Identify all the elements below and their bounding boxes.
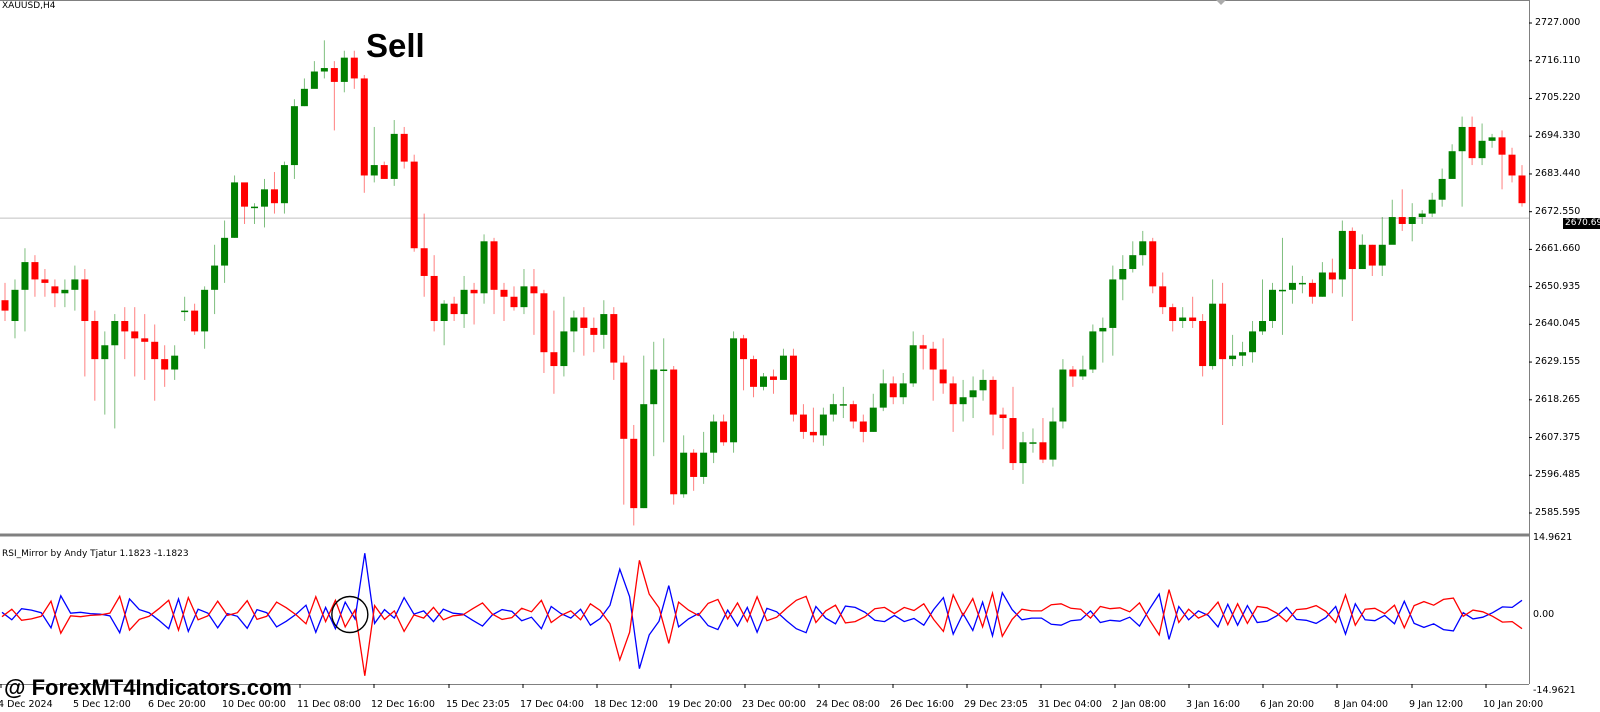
time-tick-label: 24 Dec 08:00 [816, 699, 880, 710]
time-tick-label: 17 Dec 04:00 [520, 699, 584, 710]
time-tick-label: 29 Dec 23:05 [964, 699, 1028, 710]
time-tick-label: 19 Dec 20:00 [668, 699, 732, 710]
time-tick-label: 8 Jan 04:00 [1334, 699, 1389, 710]
time-tick-label: 31 Dec 04:00 [1038, 699, 1102, 710]
time-tick-label: 2 Jan 08:00 [1112, 699, 1167, 710]
time-tick-label: 18 Dec 12:00 [594, 699, 658, 710]
current-price-tag: 2670.694 [1563, 218, 1600, 229]
time-tick-label: 3 Jan 16:00 [1186, 699, 1241, 710]
price-tick-label: 2705.220 [1535, 92, 1581, 104]
price-tick-label: 2694.330 [1535, 130, 1581, 142]
price-tick-label: 2629.155 [1535, 356, 1581, 368]
symbol-label: XAUUSD,H4 [2, 1, 56, 11]
time-tick-label: 12 Dec 16:00 [371, 699, 435, 710]
time-tick-label: 23 Dec 00:00 [742, 699, 806, 710]
price-tick-label: 2618.265 [1535, 393, 1581, 405]
time-tick-label: 5 Dec 12:00 [73, 699, 131, 710]
time-tick-label: 6 Jan 20:00 [1260, 699, 1315, 710]
time-tick-label: 26 Dec 16:00 [890, 699, 954, 710]
time-tick-label: 9 Jan 12:00 [1409, 699, 1464, 710]
indicator-tick-label: -14.9621 [1533, 685, 1576, 696]
sell-annotation: Sell [366, 27, 425, 64]
price-tick-label: 2607.375 [1535, 431, 1581, 443]
watermark: @ ForexMT4Indicators.com [4, 675, 292, 700]
price-tick-label: 2640.045 [1535, 318, 1581, 330]
time-tick-label: 10 Dec 00:00 [222, 699, 286, 710]
time-tick-label: 10 Jan 20:00 [1483, 699, 1544, 710]
rsi-mirror-series [1, 553, 1523, 676]
price-tick-label: 2661.660 [1535, 243, 1581, 255]
time-tick-label: 15 Dec 23:05 [446, 699, 510, 710]
price-tick-label: 2716.110 [1535, 54, 1581, 66]
price-tick-label: 2585.595 [1535, 507, 1581, 518]
candlestick-series [1, 40, 1526, 526]
price-tick-label: 2727.000 [1535, 17, 1581, 28]
indicator-tick-label: 14.9621 [1533, 532, 1573, 543]
time-tick-label: 4 Dec 2024 [0, 699, 53, 710]
price-tick-label: 2683.440 [1535, 167, 1581, 179]
price-tick-label: 2672.550 [1535, 205, 1581, 217]
indicator-title: RSI_Mirror by Andy Tjatur 1.1823 -1.1823 [2, 549, 189, 559]
price-tick-label: 2596.485 [1535, 469, 1581, 481]
time-tick-label: 6 Dec 20:00 [148, 699, 206, 710]
price-tick-label: 2650.935 [1535, 280, 1581, 292]
time-tick-label: 11 Dec 08:00 [297, 699, 361, 710]
indicator-tick-label: 0.00 [1533, 608, 1555, 620]
